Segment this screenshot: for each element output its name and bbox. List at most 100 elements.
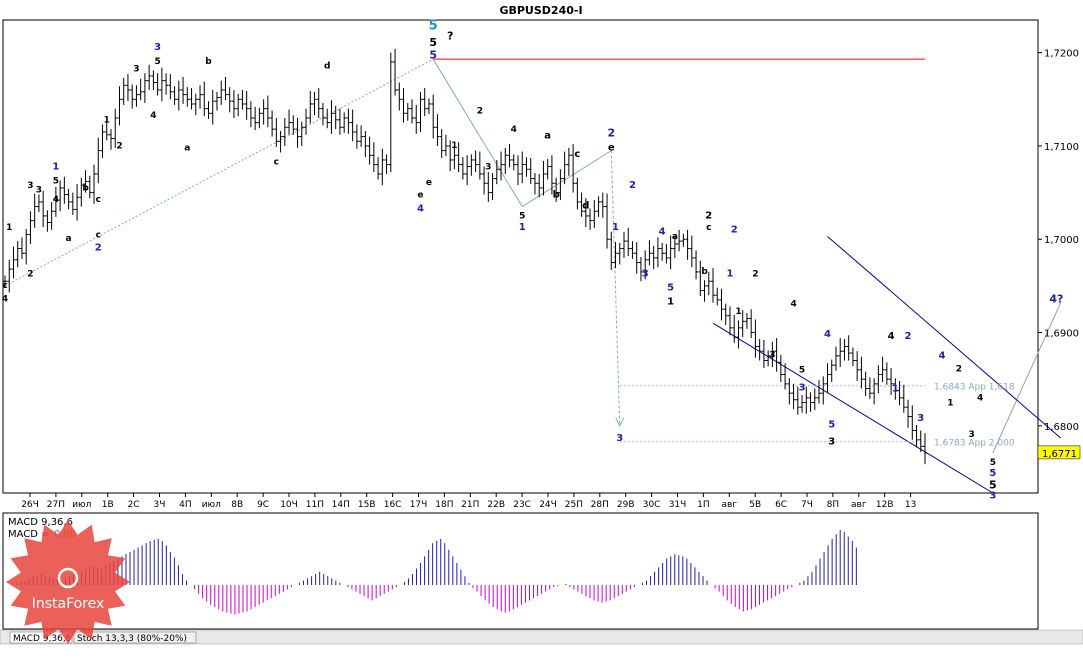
time-tick-label: 11П <box>306 500 324 510</box>
wave-label: 1 <box>892 383 899 394</box>
wave-label: e <box>608 143 615 154</box>
wave-label: a <box>544 130 551 141</box>
current-price-box <box>1037 445 1081 460</box>
logo-emblem <box>57 567 79 589</box>
instaforex-logo: InstaForex <box>6 520 130 644</box>
price-axis: 1,7200 1,7100 1,7000 1,6900 1,6800 1,6771 <box>1037 49 1081 460</box>
wave-label: 3 <box>799 382 806 393</box>
time-tick-label: 2С <box>128 500 140 510</box>
wave-label: b <box>205 57 212 67</box>
time-tick-label: 18П <box>435 500 453 510</box>
wave-label: b <box>82 184 89 194</box>
wave-label: 3 <box>616 433 623 444</box>
time-tick-label: 30С <box>643 500 661 510</box>
wave-label: a <box>184 144 190 154</box>
wave-label: 4 <box>888 331 895 342</box>
channel-upper <box>827 236 1061 439</box>
wave-label: 1 <box>104 116 110 126</box>
price-plot-frame <box>2 19 1039 494</box>
wave-label: 3 <box>989 491 996 502</box>
wave-label: b <box>701 267 708 277</box>
wave-label: 5 <box>429 48 437 61</box>
time-tick-label: 1В <box>102 500 114 510</box>
wave-label: 2 <box>116 142 122 152</box>
wave-label: 5 <box>799 366 805 376</box>
time-tick-label: авг <box>851 500 867 510</box>
wave-label: c <box>96 230 101 240</box>
wave-guide-line <box>521 150 612 208</box>
time-tick-label: 14П <box>332 500 350 510</box>
wave-label: c <box>706 223 711 233</box>
macd-value-label: MACD = <box>8 529 50 540</box>
time-tick-label: 1П <box>697 500 710 510</box>
time-axis: 26Ч 27П июл 1В 2С 3Ч 4П июл 8В 9С 10Ч 11П 14П 15В 16С 1… <box>21 493 916 510</box>
wave-label: 4 <box>790 299 796 309</box>
wave-label: 3 <box>133 64 139 74</box>
time-tick-label: 16С <box>384 500 402 510</box>
indicator-tabs[interactable]: MACD 9,36,6 Stoch 13,3,3 (80%-20%) <box>0 629 1083 645</box>
wave-label: d <box>324 62 330 72</box>
wave-label: e <box>417 190 423 200</box>
time-tick-label: 10Ч <box>280 500 298 510</box>
wave-label: a <box>672 232 678 242</box>
wave-label: 3 <box>27 181 33 191</box>
time-tick-label: 28П <box>591 500 609 510</box>
time-tick-label: 4П <box>179 500 192 510</box>
wave-label: d <box>582 200 589 211</box>
projection-line <box>610 150 621 426</box>
wave-label: 1 <box>52 161 59 172</box>
wave-label: 5 <box>519 212 525 222</box>
wave-label: 5 <box>429 18 438 33</box>
wave-label: 2 <box>27 270 33 280</box>
time-tick-label: 29В <box>617 500 635 510</box>
wave-label: b <box>553 189 560 200</box>
wave-label: 2 <box>705 211 712 222</box>
wave-label: 5 <box>828 420 835 431</box>
wave-label: 3 <box>969 430 975 440</box>
wave-label: c <box>274 158 279 168</box>
wave-label: 5 <box>989 478 997 491</box>
forecast-line <box>992 302 1062 454</box>
wave-label: 4? <box>1049 293 1063 306</box>
time-tick-label: авг <box>722 500 738 510</box>
time-tick-label: 8П <box>827 500 840 510</box>
wave-label: 2 <box>95 242 102 253</box>
time-tick-label: 24Ч <box>539 500 557 510</box>
time-tick-label: июл <box>202 500 221 510</box>
indicator-tab-label: MACD 9,36,6 <box>13 634 72 644</box>
wave-label: 4 <box>511 125 517 135</box>
price-tick-label: 1,7000 <box>1044 235 1079 246</box>
wave-label: 5 <box>667 283 674 294</box>
fib-level-label: 1,6843 App 1,618 <box>934 383 1015 393</box>
wave-label: 1 <box>519 222 526 233</box>
wave-label: e <box>426 178 432 188</box>
price-tick-label: 1,7200 <box>1044 49 1079 60</box>
trend-guide-line <box>4 58 434 287</box>
time-tick-label: 26Ч <box>21 500 39 510</box>
time-tick-label: 22В <box>487 500 505 510</box>
wave-label: 2 <box>607 127 615 140</box>
time-tick-label: 25П <box>565 500 583 510</box>
wave-label: 1 <box>735 307 741 317</box>
wave-label: 2 <box>731 225 738 236</box>
wave-label: 1 <box>726 269 733 280</box>
wave-label: 4 <box>150 111 156 121</box>
wave-label: 3 <box>828 436 835 447</box>
time-tick-label: 31Ч <box>669 500 687 510</box>
time-tick-label: 17Ч <box>410 500 428 510</box>
current-price-label: 1,6771 <box>1042 449 1077 460</box>
wave-label: 1 <box>612 222 619 233</box>
price-tick-label: 1,6900 <box>1044 329 1079 340</box>
wave-label: 2 <box>956 365 962 375</box>
projection-arrow <box>615 417 625 427</box>
fib-level-label: 1,6783 App 2,000 <box>934 439 1015 449</box>
wave-label: 3 <box>769 351 775 361</box>
wave-label: 5 <box>53 176 59 186</box>
macd-title: MACD 9,36,6 <box>8 517 73 528</box>
wave-label: 4 <box>417 203 424 214</box>
time-tick-label: 8В <box>231 500 243 510</box>
indicator-tab[interactable] <box>73 631 197 644</box>
